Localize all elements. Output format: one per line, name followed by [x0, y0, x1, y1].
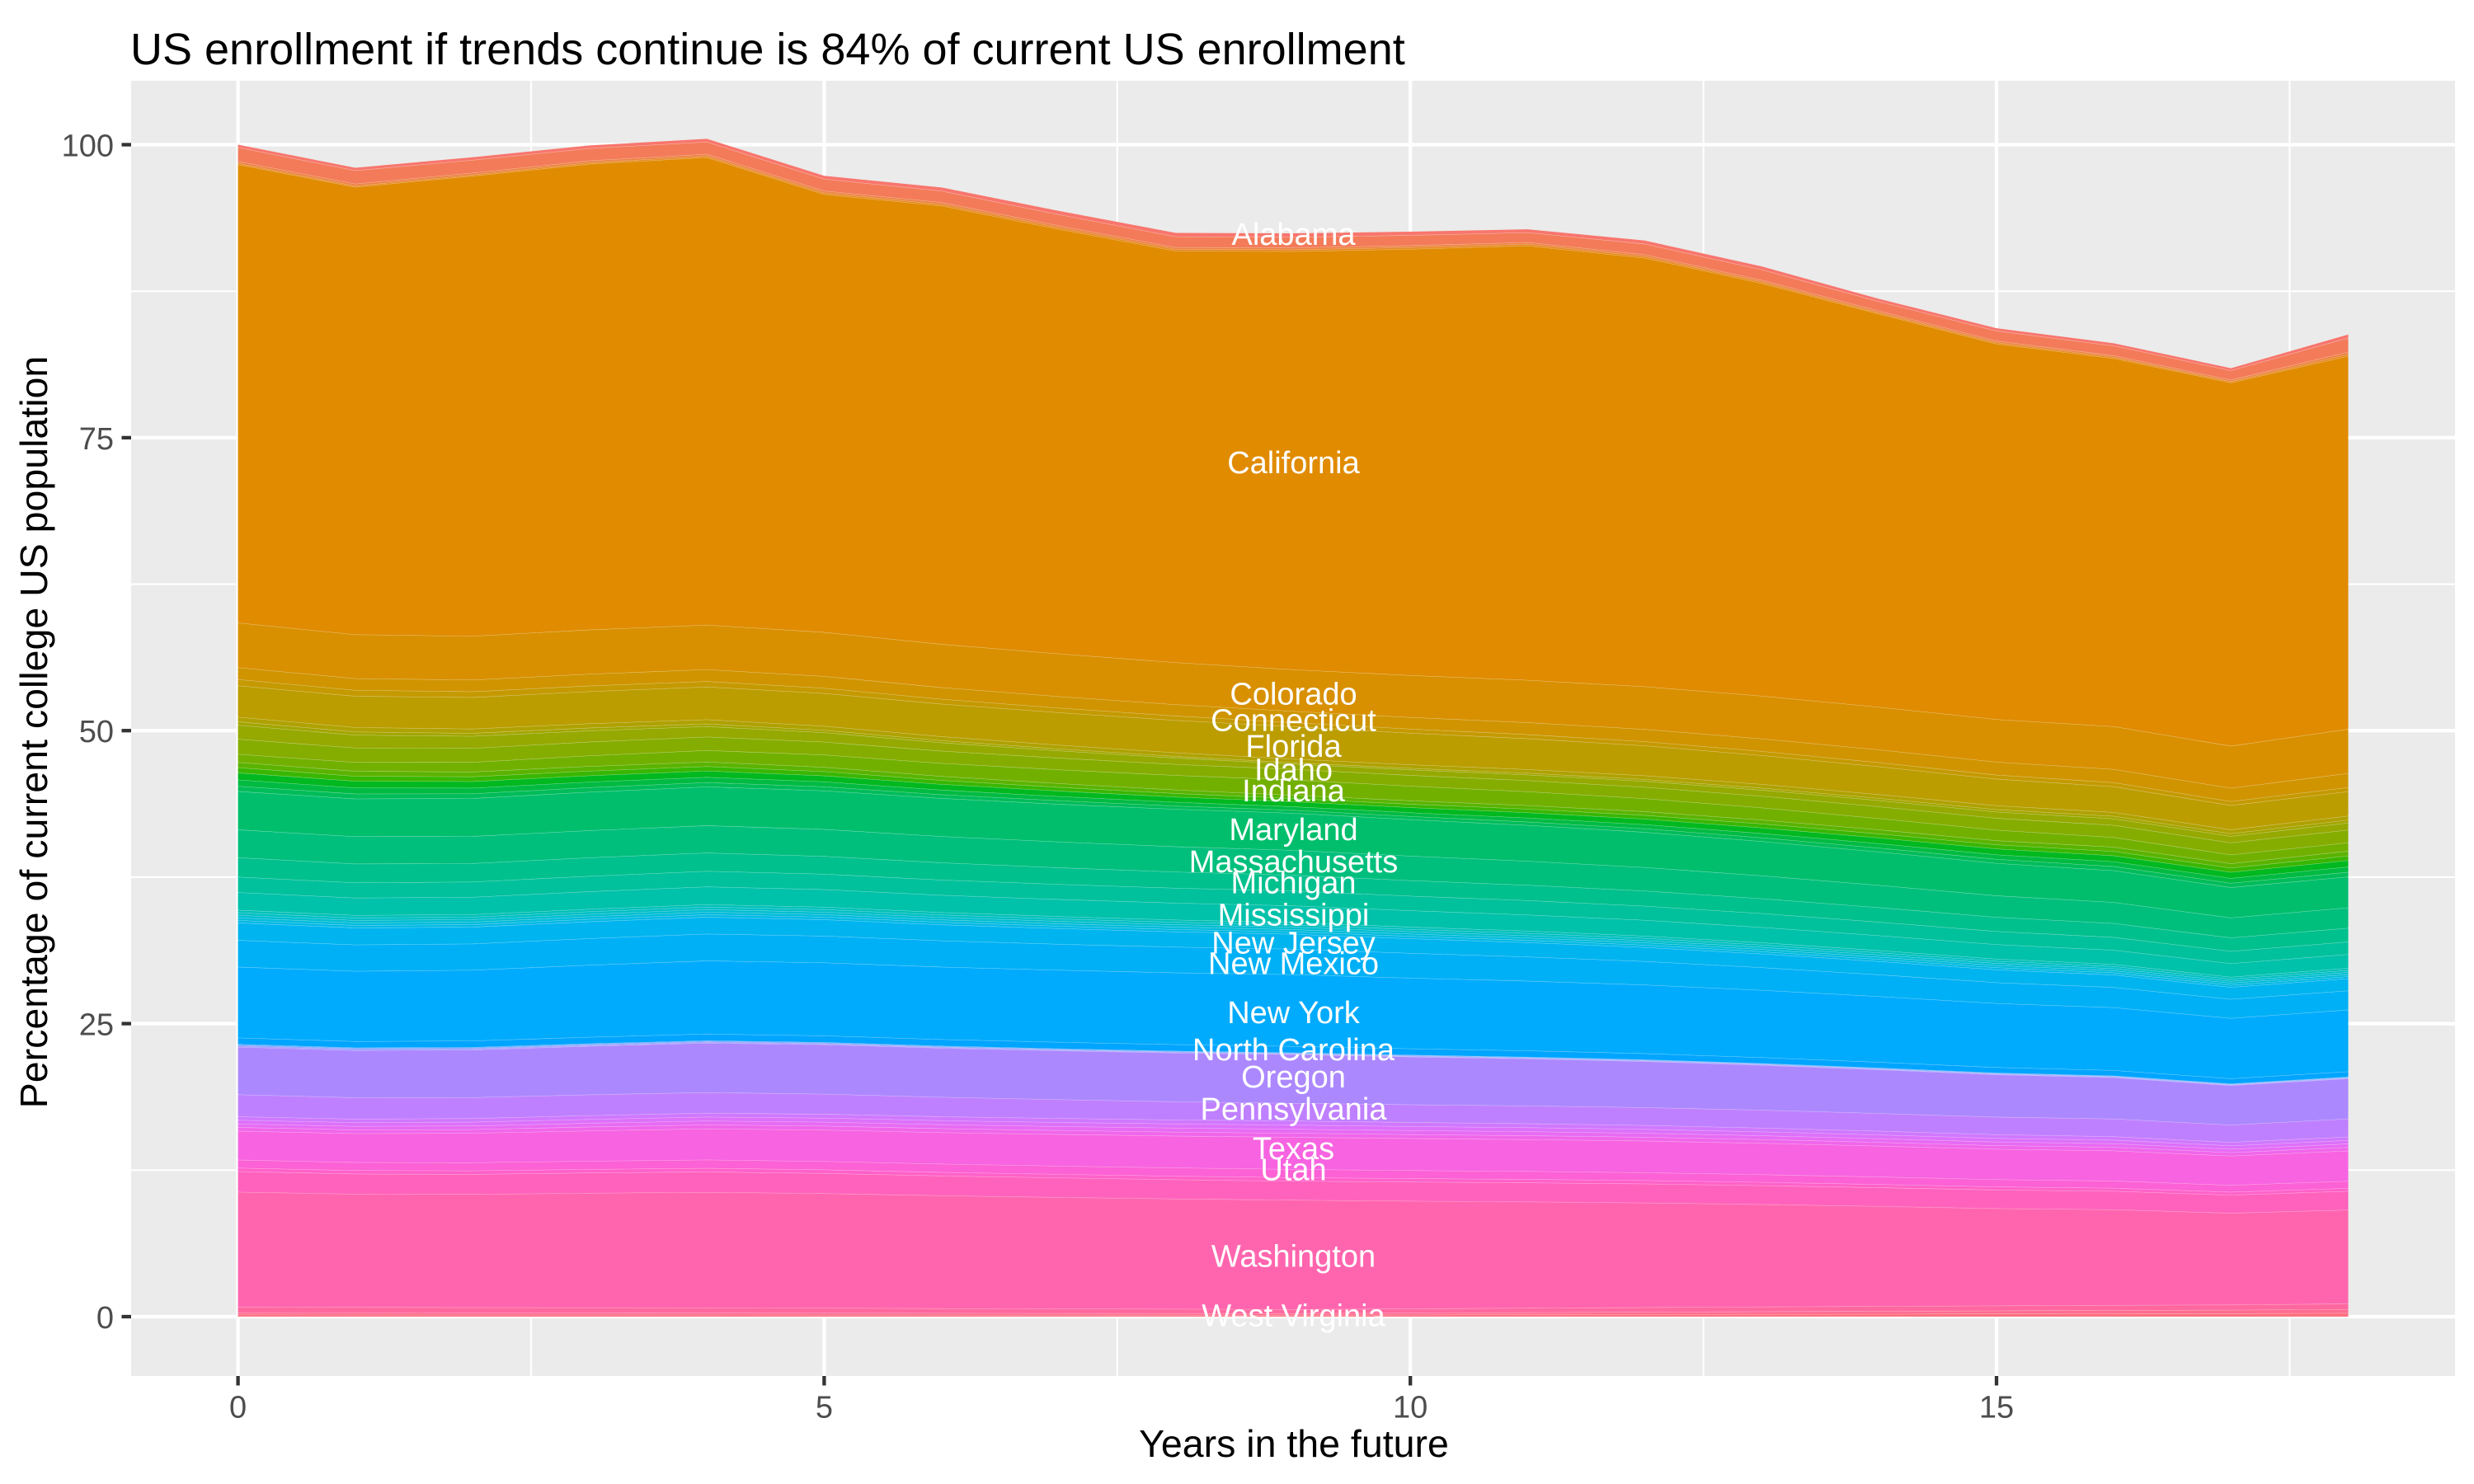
- svg-text:Pennsylvania: Pennsylvania: [1200, 1092, 1387, 1127]
- svg-text:Idaho: Idaho: [1254, 754, 1333, 788]
- svg-text:Utah: Utah: [1260, 1153, 1326, 1187]
- svg-text:Florida: Florida: [1245, 730, 1342, 764]
- svg-text:Washington: Washington: [1211, 1240, 1376, 1275]
- svg-text:50: 50: [79, 715, 114, 749]
- svg-text:Texas: Texas: [1253, 1132, 1334, 1167]
- svg-text:California: California: [1227, 446, 1360, 481]
- svg-text:0: 0: [96, 1301, 114, 1336]
- svg-text:Years in the future: Years in the future: [1139, 1422, 1449, 1465]
- svg-text:75: 75: [79, 422, 114, 457]
- svg-text:New Jersey: New Jersey: [1211, 926, 1376, 960]
- svg-text:Michigan: Michigan: [1230, 866, 1356, 901]
- svg-text:West Virginia: West Virginia: [1202, 1298, 1385, 1333]
- svg-text:100: 100: [62, 129, 114, 163]
- svg-text:5: 5: [816, 1391, 833, 1425]
- svg-text:Connecticut: Connecticut: [1211, 704, 1376, 739]
- svg-text:Indiana: Indiana: [1242, 774, 1346, 809]
- svg-text:15: 15: [1979, 1391, 2014, 1425]
- svg-text:10: 10: [1393, 1391, 1427, 1425]
- svg-text:Colorado: Colorado: [1230, 678, 1357, 712]
- svg-text:25: 25: [79, 1008, 114, 1043]
- svg-text:North Carolina: North Carolina: [1192, 1033, 1395, 1068]
- svg-text:US enrollment if trends contin: US enrollment if trends continue is 84% …: [130, 25, 1405, 74]
- svg-text:New York: New York: [1227, 996, 1361, 1031]
- svg-text:Massachusetts: Massachusetts: [1189, 845, 1398, 880]
- svg-text:New Mexico: New Mexico: [1208, 947, 1379, 982]
- svg-text:0: 0: [229, 1391, 247, 1425]
- svg-text:Oregon: Oregon: [1241, 1060, 1346, 1095]
- svg-text:Maryland: Maryland: [1229, 813, 1357, 848]
- svg-text:Alabama: Alabama: [1232, 218, 1357, 252]
- svg-text:Mississippi: Mississippi: [1218, 898, 1370, 932]
- svg-text:Percentage of current college: Percentage of current college US populat…: [12, 356, 55, 1109]
